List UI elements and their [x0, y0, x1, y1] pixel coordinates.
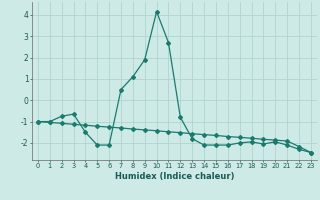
X-axis label: Humidex (Indice chaleur): Humidex (Indice chaleur): [115, 172, 234, 181]
